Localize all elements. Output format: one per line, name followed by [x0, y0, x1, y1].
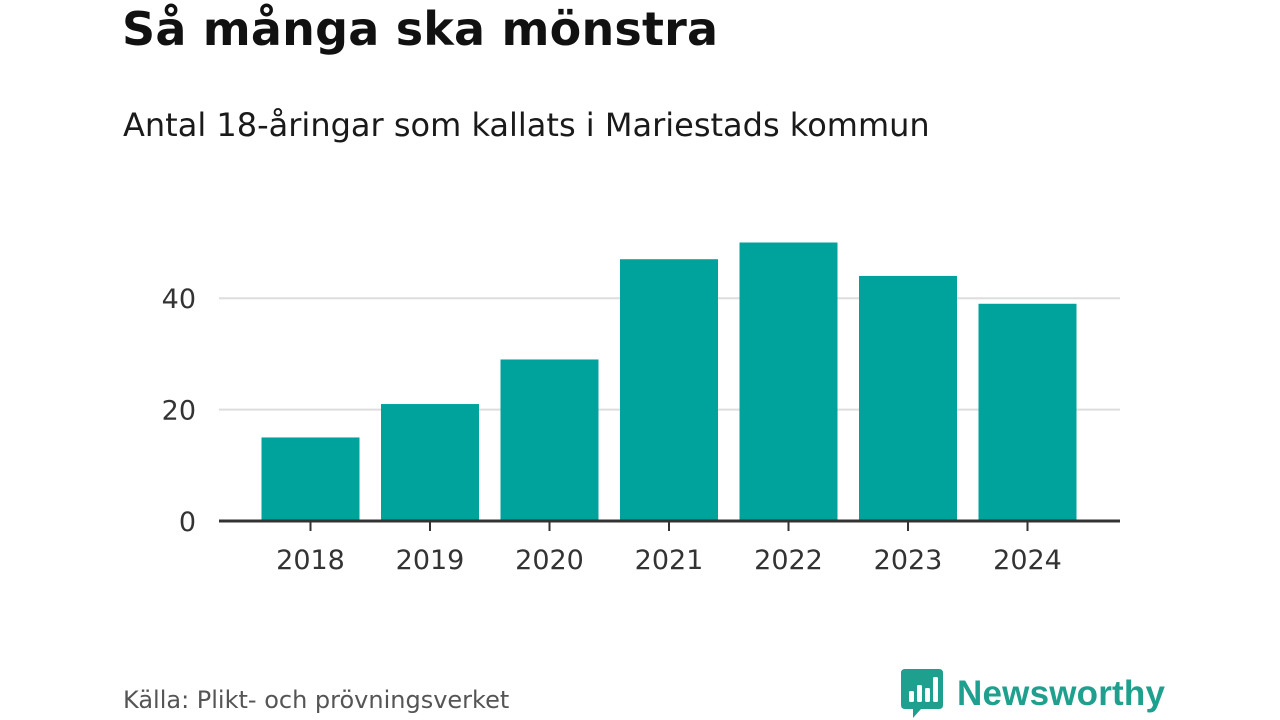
bar-chart-speech-bubble-icon	[901, 669, 943, 718]
chart-subtitle: Antal 18-åringar som kallats i Mariestad…	[123, 106, 930, 144]
x-tick-label: 2018	[276, 545, 345, 576]
x-tick-label: 2020	[515, 545, 584, 576]
bar-2023	[859, 275, 957, 521]
y-tick-label: 0	[179, 507, 196, 538]
x-tick-label: 2019	[396, 545, 465, 576]
y-tick-label: 40	[162, 284, 196, 315]
x-tick-label: 2022	[754, 545, 823, 576]
chart-title: Så många ska mönstra	[122, 2, 719, 56]
bar-2024	[978, 303, 1077, 521]
x-tick-label: 2023	[874, 545, 943, 576]
x-tick-label: 2024	[993, 545, 1062, 576]
brand-name: Newsworthy	[957, 674, 1166, 713]
x-tick-label: 2021	[635, 545, 704, 576]
brand-logo: Newsworthy	[901, 668, 1165, 720]
y-tick-label: 20	[162, 396, 196, 427]
source-note: Källa: Plikt- och prövningsverket	[123, 686, 510, 714]
bar-2020	[500, 359, 599, 521]
bar-2021	[620, 259, 718, 521]
bar-2018	[261, 437, 360, 521]
bar-2022	[739, 242, 838, 521]
bar-2019	[381, 404, 479, 521]
